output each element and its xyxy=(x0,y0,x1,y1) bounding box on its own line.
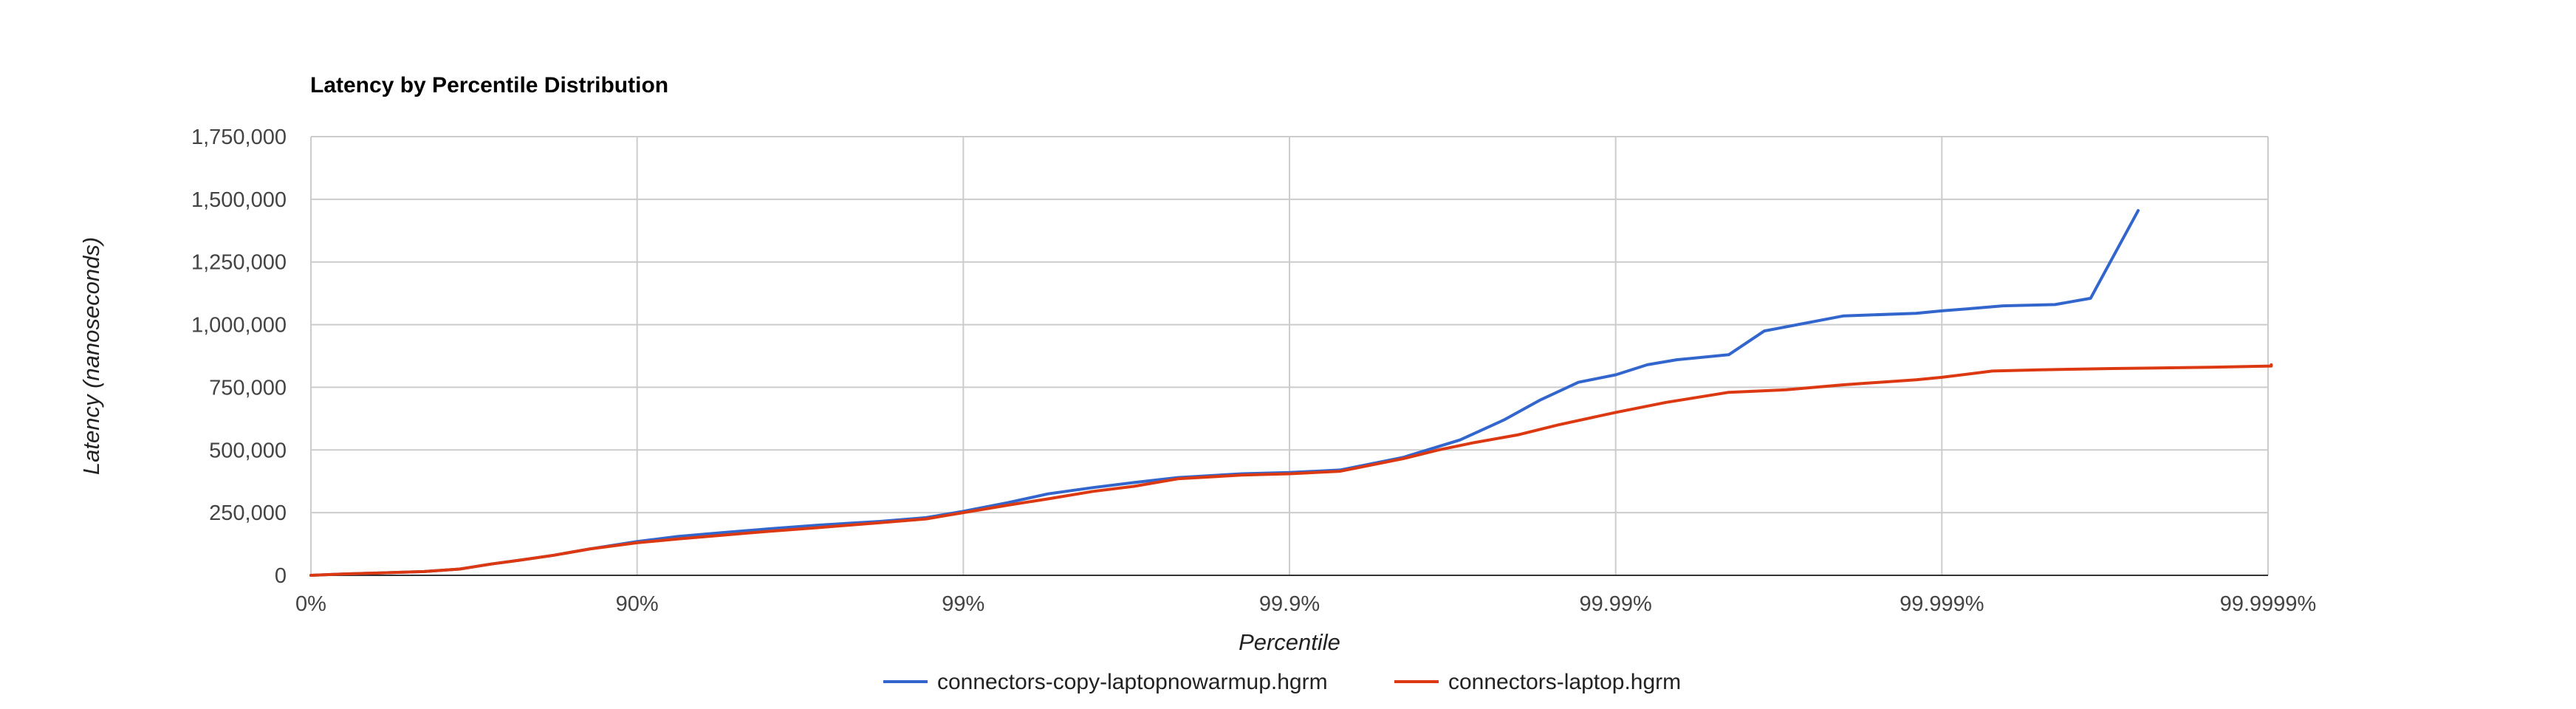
chart-title: Latency by Percentile Distribution xyxy=(310,73,668,97)
series-layer xyxy=(309,209,2273,577)
legend-item-2[interactable]: connectors-laptop.hgrm xyxy=(1394,670,1681,694)
x-tick-label: 99% xyxy=(942,592,984,616)
series-line-2 xyxy=(309,363,2273,577)
y-tick-label: 750,000 xyxy=(209,376,287,400)
y-tick-label: 1,250,000 xyxy=(191,251,287,275)
y-tick-label: 1,000,000 xyxy=(191,314,287,338)
grid-layer xyxy=(310,136,2269,576)
legend-item-1[interactable]: connectors-copy-laptopnowarmup.hgrm xyxy=(883,670,1328,694)
x-tick-labels: 0% 90% 99% 99.9% 99.99% 99.999% 99.9999% xyxy=(295,592,2316,616)
y-tick-label: 1,500,000 xyxy=(191,188,287,212)
y-tick-label: 0 xyxy=(275,564,287,588)
y-tick-label: 1,750,000 xyxy=(191,126,287,149)
x-tick-label: 99.9999% xyxy=(2220,592,2317,616)
x-tick-label: 90% xyxy=(616,592,659,616)
y-tick-labels: 0 250,000 500,000 750,000 1,000,000 1,250,000… xyxy=(191,126,287,588)
legend[interactable]: connectors-copy-laptopnowarmup.hgrm conne… xyxy=(883,670,1681,694)
legend-label: connectors-copy-laptopnowarmup.hgrm xyxy=(937,670,1328,694)
x-tick-label: 99.999% xyxy=(1900,592,1984,616)
x-axis-label: Percentile xyxy=(1239,629,1340,655)
legend-label: connectors-laptop.hgrm xyxy=(1448,670,1681,694)
x-tick-label: 0% xyxy=(295,592,326,616)
y-tick-label: 500,000 xyxy=(209,439,287,462)
y-axis-label: Latency (nanoseconds) xyxy=(78,237,104,475)
x-tick-label: 99.99% xyxy=(1579,592,1651,616)
y-tick-label: 250,000 xyxy=(209,501,287,525)
x-tick-label: 99.9% xyxy=(1259,592,1320,616)
